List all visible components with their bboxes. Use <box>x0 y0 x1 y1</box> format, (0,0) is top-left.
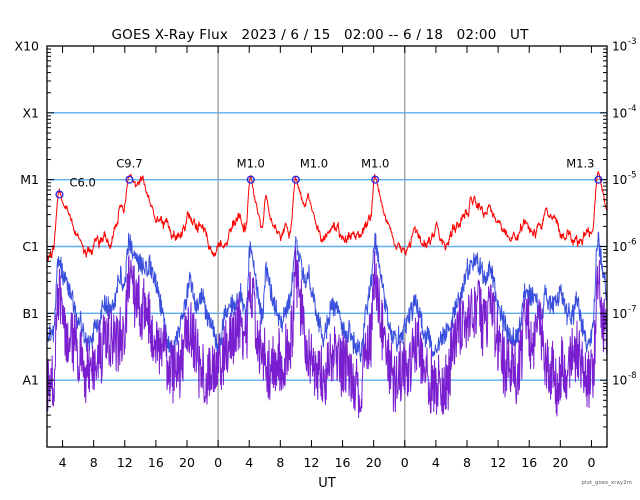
x-tick-label: 20 <box>179 455 195 470</box>
data-curves <box>47 171 607 419</box>
x-tick-label: 0 <box>401 455 409 470</box>
x-tick-label: 8 <box>463 455 471 470</box>
y-axis-left-labels: X10 X1 M1 C1 B1 A1 <box>15 39 40 388</box>
y-tick-left-X10: X10 <box>15 39 40 54</box>
y-axis-right-labels: 10-310-410-510-610-710-8 <box>612 37 636 388</box>
flare-label-M1.0: M1.0 <box>300 157 328 171</box>
x-tick-label: 16 <box>521 455 537 470</box>
series-lower-channel <box>47 246 607 419</box>
y-tick-left-C1: C1 <box>22 239 39 254</box>
x-tick-label: 16 <box>335 455 351 470</box>
flare-marker-C9.7 <box>125 175 134 184</box>
plot-watermark: plot_goes_xray2m <box>581 480 632 486</box>
flare-label-C9.7: C9.7 <box>116 157 142 171</box>
flare-label-M1.3: M1.3 <box>566 157 594 171</box>
y-tick-right-exponent: -3 <box>628 37 636 47</box>
x-tick-label: 4 <box>245 455 253 470</box>
flare-marker-M1.0 <box>291 175 300 184</box>
y-tick-right-mantissa: 10 <box>612 40 627 54</box>
x-tick-label: 8 <box>90 455 98 470</box>
flare-label-C6.0: C6.0 <box>69 175 95 189</box>
flare-marker-M1.0 <box>246 175 255 184</box>
x-tick-label: 16 <box>148 455 164 470</box>
x-axis-title-text: UT <box>318 476 336 491</box>
y-tick-right-mantissa: 10 <box>612 307 627 321</box>
y-tick-right-mantissa: 10 <box>612 173 627 187</box>
y-tick-right-mantissa: 10 <box>612 374 627 388</box>
x-tick-label: 12 <box>490 455 506 470</box>
y-tick-right-mantissa: 10 <box>612 240 627 254</box>
y-axis-ticks <box>47 45 607 428</box>
series-short-channel-0.5-4A <box>47 231 607 363</box>
flare-marker-M1.0 <box>371 175 380 184</box>
flare-markers: C6.0 C9.7 M1.0 M1.0 M1.0 M1.3 <box>55 157 603 199</box>
y-tick-left-X1: X1 <box>22 105 39 120</box>
x-tick-label: 0 <box>214 455 222 470</box>
flare-label-M1.0: M1.0 <box>361 157 389 171</box>
x-tick-label: 0 <box>587 455 595 470</box>
y-tick-right-exponent: -5 <box>628 171 636 181</box>
x-tick-label: 20 <box>366 455 382 470</box>
x-tick-label: 12 <box>303 455 319 470</box>
x-tick-label: 4 <box>432 455 440 470</box>
flare-marker-M1.3 <box>594 175 603 184</box>
y-tick-right-exponent: -4 <box>628 104 636 114</box>
y-tick-right-mantissa: 10 <box>612 106 627 120</box>
x-tick-label: 12 <box>117 455 133 470</box>
x-axis-ticks: 4 8 12 16 20 0 4 8 12 16 20 0 4 8 12 16 20 0 <box>59 46 595 470</box>
x-tick-label: 20 <box>552 455 568 470</box>
y-tick-right-exponent: -6 <box>628 238 636 248</box>
x-tick-label: 4 <box>59 455 67 470</box>
x-axis-title: UT <box>318 476 336 491</box>
flare-marker-C6.0 <box>55 190 64 199</box>
chart-title: GOES X-Ray Flux 2023 / 6 / 15 02:00 -- 6… <box>111 27 529 43</box>
y-tick-left-B1: B1 <box>22 306 39 321</box>
y-tick-right-exponent: -8 <box>628 371 636 381</box>
y-tick-right-exponent: -7 <box>628 304 636 314</box>
x-tick-label: 8 <box>276 455 284 470</box>
y-tick-left-M1: M1 <box>20 172 39 187</box>
series-long-channel-1-8A <box>47 171 607 263</box>
flare-label-M1.0: M1.0 <box>237 157 265 171</box>
y-tick-left-A1: A1 <box>22 373 39 388</box>
